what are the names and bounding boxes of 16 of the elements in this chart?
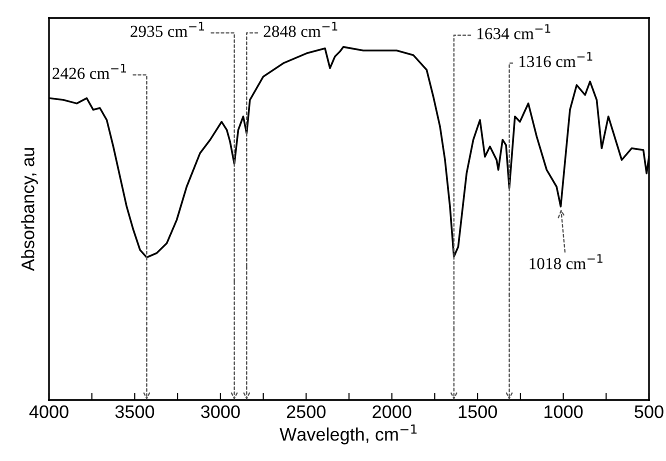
annotation: 1018 cm$^{−1}$ bbox=[530, 254, 602, 270]
annotation: 2935 cm$^{−1}$ bbox=[130, 22, 204, 37]
x-tick-label: 2500 bbox=[286, 405, 326, 418]
annotation: 2848 cm$^{−1}$ bbox=[264, 22, 338, 37]
annotation: 2426 cm$^{−1}$ bbox=[52, 64, 126, 79]
y-axis-title: Absorbancy, au bbox=[21, 148, 38, 272]
x-tick-label: 4000 bbox=[29, 405, 68, 418]
x-tick-label: 1500 bbox=[458, 405, 497, 418]
annotation: 1316 cm$^{−1}$ bbox=[520, 52, 592, 68]
x-tick-label: 2000 bbox=[372, 405, 412, 418]
annotation: 1634 cm$^{−1}$ bbox=[478, 24, 550, 40]
x-tick-label: 500 bbox=[634, 405, 664, 418]
x-tick-label: 1000 bbox=[544, 405, 583, 418]
x-tick-label: 3000 bbox=[201, 405, 240, 418]
x-axis-title: Wavelegth, cm$^{−1}$ bbox=[280, 424, 417, 444]
x-tick-label: 3500 bbox=[115, 405, 154, 418]
